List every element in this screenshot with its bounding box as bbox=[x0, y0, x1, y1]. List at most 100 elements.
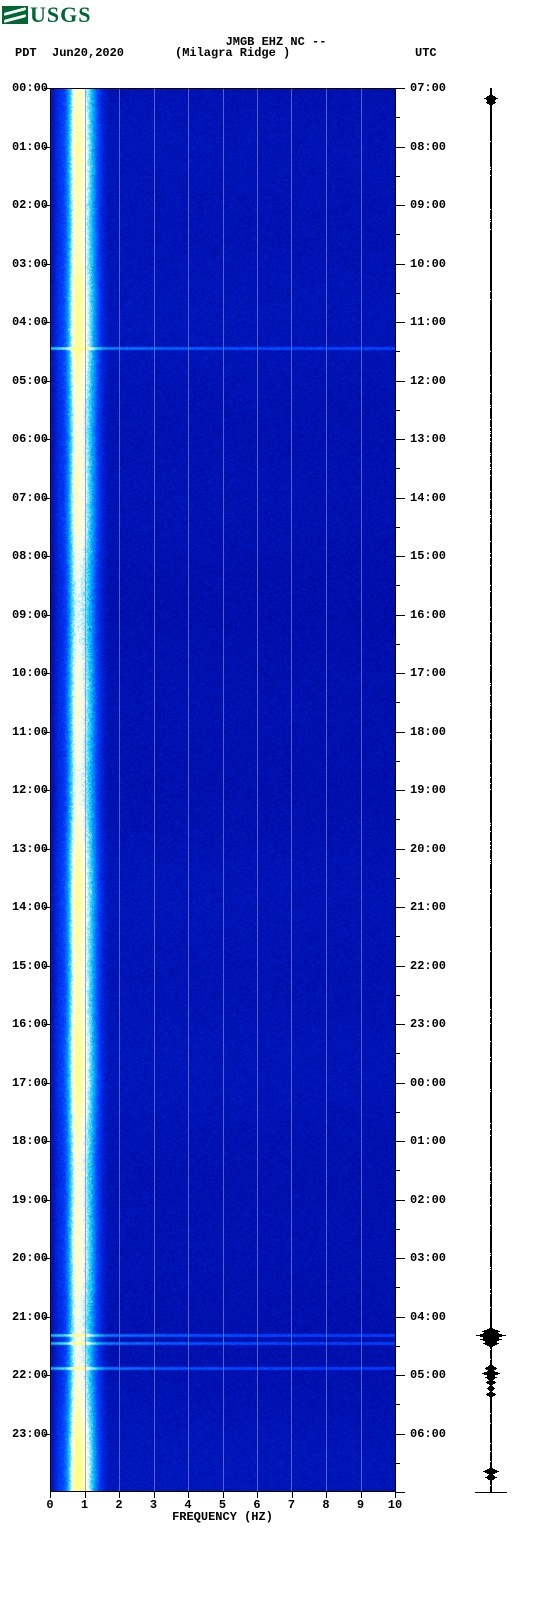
seismogram-sample bbox=[490, 218, 492, 219]
left-tick-mark bbox=[44, 322, 50, 323]
seismogram-sample bbox=[490, 474, 491, 475]
right-halfhour-tick bbox=[395, 1170, 400, 1171]
seismogram-sample bbox=[490, 1450, 491, 1451]
seismogram-sample bbox=[490, 1090, 492, 1091]
seismogram-sample bbox=[490, 702, 492, 703]
right-halfhour-tick bbox=[395, 1463, 400, 1464]
left-tick-mark bbox=[44, 147, 50, 148]
seismogram-sample bbox=[490, 584, 492, 585]
right-tick-mark bbox=[395, 88, 405, 89]
seismogram-sample bbox=[490, 350, 492, 351]
seismogram-sample bbox=[490, 522, 492, 523]
right-tick-mark bbox=[395, 322, 405, 323]
right-tick-mark bbox=[395, 1434, 405, 1435]
seismogram-sample bbox=[490, 1254, 492, 1255]
seismogram-sample bbox=[490, 1204, 491, 1205]
right-halfhour-tick bbox=[395, 702, 400, 703]
seismogram-sample bbox=[490, 788, 492, 789]
seismogram-sample bbox=[490, 468, 492, 469]
right-halfhour-tick bbox=[395, 351, 400, 352]
seismogram-sample bbox=[490, 220, 492, 221]
seismogram-sample bbox=[490, 436, 492, 437]
seismogram-sample bbox=[490, 824, 492, 825]
left-tick-mark bbox=[44, 1375, 50, 1376]
seismogram-sample bbox=[490, 1268, 491, 1269]
right-tick-mark bbox=[395, 556, 405, 557]
right-tick-mark bbox=[395, 849, 405, 850]
right-tick-mark bbox=[395, 1141, 405, 1142]
seismogram-sample bbox=[490, 462, 491, 463]
right-halfhour-tick bbox=[395, 176, 400, 177]
seismogram-sample bbox=[490, 508, 491, 509]
right-tick-mark bbox=[395, 1083, 405, 1084]
seismogram-sample bbox=[490, 1056, 492, 1057]
right-tick-mark bbox=[395, 1200, 405, 1201]
left-tick-mark bbox=[44, 1024, 50, 1025]
seismogram-sample bbox=[490, 564, 492, 565]
seismogram-sample bbox=[490, 632, 492, 633]
seismogram-sample bbox=[490, 1442, 492, 1443]
seismogram-sample bbox=[490, 208, 492, 209]
seismogram-sample bbox=[490, 166, 491, 167]
left-tick-mark bbox=[44, 498, 50, 499]
seismogram-sample bbox=[490, 926, 492, 927]
seismogram-sample bbox=[490, 776, 491, 777]
right-tick-mark bbox=[395, 673, 405, 674]
seismogram-sample bbox=[490, 1288, 492, 1289]
right-tick-mark bbox=[395, 205, 405, 206]
right-tick-mark bbox=[395, 1024, 405, 1025]
seismogram-sample bbox=[490, 452, 492, 453]
right-halfhour-tick bbox=[395, 644, 400, 645]
seismogram-sample bbox=[490, 858, 491, 859]
right-halfhour-tick bbox=[395, 1229, 400, 1230]
right-tick-mark bbox=[395, 1258, 405, 1259]
seismogram-sample bbox=[490, 732, 491, 733]
seismogram-sample bbox=[490, 1412, 492, 1413]
right-tick-mark bbox=[395, 264, 405, 265]
seismogram-sample bbox=[490, 454, 492, 455]
seismogram-sample bbox=[490, 404, 492, 405]
seismogram-sample bbox=[490, 1292, 492, 1293]
seismogram-sample bbox=[490, 1060, 492, 1061]
seismogram-sample bbox=[490, 844, 491, 845]
seismogram-sample bbox=[490, 1358, 492, 1359]
seismogram-sample bbox=[490, 490, 492, 491]
seismogram-sample bbox=[490, 1040, 491, 1041]
seismogram-sample bbox=[490, 440, 492, 441]
seismogram-sample bbox=[490, 1166, 492, 1167]
seismogram-sample bbox=[490, 1022, 492, 1023]
left-tick-mark bbox=[44, 790, 50, 791]
seismogram-sample bbox=[490, 1088, 492, 1089]
seismogram-sample bbox=[490, 174, 492, 175]
seismogram-sample bbox=[490, 848, 492, 849]
seismogram-sample bbox=[490, 516, 492, 517]
right-tick-mark bbox=[395, 439, 405, 440]
seismogram-sample bbox=[490, 840, 492, 841]
seismogram-sample bbox=[490, 1460, 492, 1461]
seismogram-sample bbox=[490, 374, 492, 375]
seismogram-sample bbox=[490, 1128, 492, 1129]
seismogram-sample bbox=[490, 1180, 491, 1181]
right-halfhour-tick bbox=[395, 1112, 400, 1113]
seismogram-sample bbox=[490, 1266, 492, 1267]
seismogram-sample bbox=[490, 1224, 492, 1225]
left-tick-mark bbox=[44, 732, 50, 733]
right-tick-mark bbox=[395, 1492, 405, 1493]
left-tick-mark bbox=[44, 673, 50, 674]
left-tick-mark bbox=[44, 381, 50, 382]
right-halfhour-tick bbox=[395, 1287, 400, 1288]
seismogram-sample bbox=[490, 1252, 492, 1253]
seismogram-sample bbox=[490, 738, 492, 739]
seismogram-sample bbox=[490, 664, 492, 665]
seismogram-sample bbox=[490, 704, 492, 705]
seismogram-sample bbox=[490, 426, 492, 427]
left-tick-mark bbox=[44, 264, 50, 265]
left-tick-mark bbox=[44, 439, 50, 440]
seismogram-sample bbox=[490, 1306, 491, 1307]
right-halfhour-tick bbox=[395, 1404, 400, 1405]
left-tick-mark bbox=[44, 849, 50, 850]
right-halfhour-tick bbox=[395, 936, 400, 937]
left-tick-mark bbox=[44, 1083, 50, 1084]
seismogram-sample bbox=[490, 996, 492, 997]
seismogram-sample bbox=[490, 606, 492, 607]
